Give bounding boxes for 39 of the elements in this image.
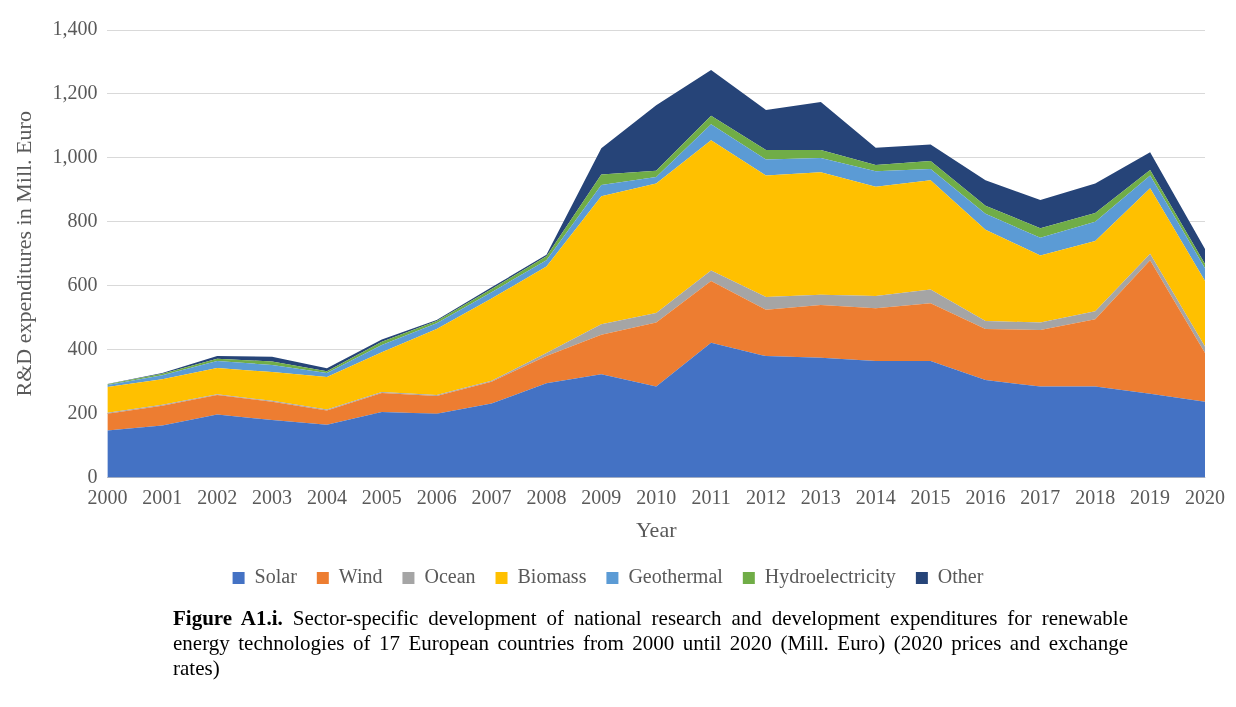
x-tick-label: 2006 xyxy=(416,485,457,508)
y-tick-label: 400 xyxy=(67,336,98,359)
x-tick-label: 2005 xyxy=(361,485,402,508)
x-tick-label: 2012 xyxy=(745,485,786,508)
x-tick-label: 2007 xyxy=(471,485,512,508)
x-tick-label: 2002 xyxy=(197,485,238,508)
y-tick-label: 0 xyxy=(87,464,98,487)
legend-label: Hydroelectricity xyxy=(764,565,896,589)
y-tick-label: 1,400 xyxy=(52,17,98,40)
x-tick-label: 2001 xyxy=(142,485,183,508)
x-tick-label: 2018 xyxy=(1075,485,1116,508)
x-tick-label: 2010 xyxy=(636,485,677,508)
legend-label: Other xyxy=(937,565,984,588)
x-tick-label: 2009 xyxy=(581,485,622,508)
legend-label: Wind xyxy=(338,565,383,588)
caption: Figure A1.i. Sector-specific development of national research and development expenditures for renewable energy technologies of 17 European countries from 2000 until 2020 (Mill. Euro) (2020 prices and exchange rates) xyxy=(173,606,1128,681)
x-tick-label: 2016 xyxy=(965,485,1006,508)
legend-label: Ocean xyxy=(424,565,476,588)
x-tick-label: 2020 xyxy=(1185,485,1225,508)
legend-label: Biomass xyxy=(517,565,587,588)
x-tick-label: 2003 xyxy=(252,485,293,508)
y-tick-label: 200 xyxy=(67,400,98,423)
x-tick-label: 2008 xyxy=(526,485,567,508)
x-tick-label: 2019 xyxy=(1130,485,1171,508)
y-tick-label: 1,200 xyxy=(52,81,98,104)
x-tick-label: 2015 xyxy=(910,485,951,508)
y-axis-title: R&D expenditures in Mill. Euro xyxy=(10,111,36,397)
x-tick-label: 2017 xyxy=(1020,485,1061,508)
y-tick-label: 600 xyxy=(67,273,98,296)
x-axis-title: Year xyxy=(635,516,678,542)
x-tick-label: 2000 xyxy=(87,485,128,508)
x-tick-label: 2004 xyxy=(306,485,347,508)
y-tick-label: 1,000 xyxy=(52,145,98,168)
y-tick-label: 800 xyxy=(67,209,98,232)
x-tick-label: 2013 xyxy=(800,485,841,508)
x-tick-label: 2014 xyxy=(855,485,896,508)
legend-label: Geothermal xyxy=(628,565,724,588)
x-tick-label: 2011 xyxy=(691,485,731,508)
legend-label: Solar xyxy=(254,565,298,588)
